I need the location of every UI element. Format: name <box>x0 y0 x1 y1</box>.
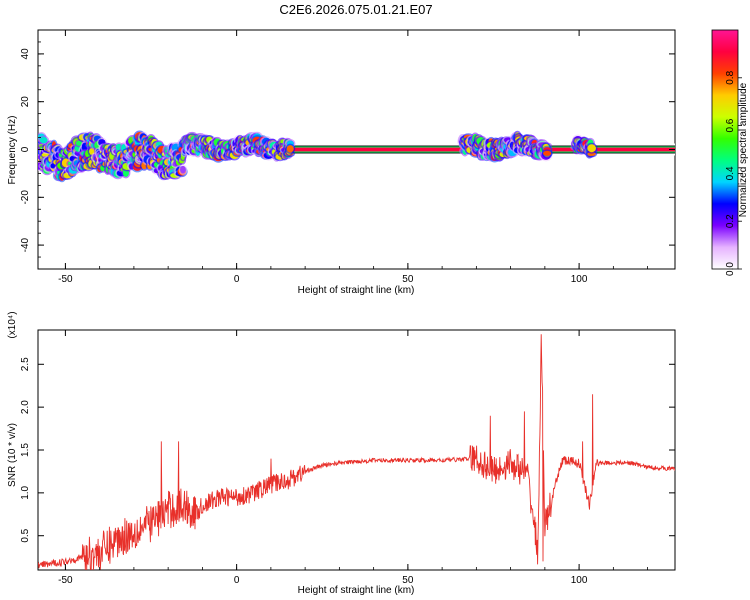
colorbar-ticks: 0.0 0.2 0.4 0.6 0.8 <box>725 70 742 276</box>
colorbar-tick-label: 0.0 <box>725 262 736 276</box>
y-tick-label: 2.5 <box>20 357 31 371</box>
spectral-blob <box>543 150 552 156</box>
x-tick-label: 50 <box>402 274 414 285</box>
y-tick-label: 20 <box>20 96 31 108</box>
snr-axes: -50 0 50 100 0.5 1.0 1.5 2.0 2.5 <box>20 330 675 586</box>
spectral-blob <box>286 145 294 153</box>
x-tick-label: 100 <box>571 274 588 285</box>
snr-line <box>38 334 675 570</box>
snr-x-axis-label: Height of straight line (km) <box>298 585 415 596</box>
x-tick-label: 0 <box>234 274 240 285</box>
colorbar-label: Normalized spectral amplitude <box>738 82 749 217</box>
colorbar-bar <box>711 29 739 270</box>
x-tick-label: 50 <box>402 575 414 586</box>
y-tick-label: 0 <box>20 146 31 152</box>
snr-y-scale-label: (x10⁴) <box>7 311 18 338</box>
snr-frame <box>37 329 676 571</box>
y-tick-label: 0.5 <box>20 528 31 542</box>
x-tick-label: 0 <box>234 575 240 586</box>
snr-panel: -50 0 50 100 0.5 1.0 1.5 2.0 2.5 Height of strai… <box>7 311 676 596</box>
spectrogram-y-axis-label: Frequency (Hz) <box>7 116 18 185</box>
colorbar-tick-label: 0.2 <box>725 214 736 228</box>
y-tick-label: 1.0 <box>20 485 31 499</box>
y-tick-label: -20 <box>20 190 31 205</box>
spectrogram-heatmap <box>38 130 675 183</box>
spectrogram-x-axis-label: Height of straight line (km) <box>298 285 415 296</box>
figure-title: C2E6.2026.075.01.21.E07 <box>279 2 432 17</box>
colorbar-tick-label: 0.6 <box>725 118 736 132</box>
x-tick-label: 100 <box>571 575 588 586</box>
spectrogram-panel: -50 0 50 100 -40 -20 0 20 40 Height of straight … <box>7 29 676 296</box>
snr-y-axis-label: SNR (10 * v/v) <box>7 423 18 487</box>
spectral-blob <box>39 137 48 144</box>
y-tick-label: 1.5 <box>20 443 31 457</box>
spectrogram-axes: -50 0 50 100 -40 -20 0 20 40 <box>20 30 675 285</box>
spectral-blob <box>76 140 83 146</box>
colorbar-tick-label: 0.8 <box>725 70 736 84</box>
y-tick-label: 40 <box>20 48 31 60</box>
snr-line-series <box>38 334 675 570</box>
y-tick-label: -40 <box>20 237 31 252</box>
colorbar-tick-label: 0.4 <box>725 166 736 180</box>
spectral-blob <box>180 165 186 174</box>
colorbar: 0.0 0.2 0.4 0.6 0.8 Normalized spectral ampl… <box>711 29 749 276</box>
spectral-blob <box>587 144 596 153</box>
y-tick-label: 2.0 <box>20 400 31 414</box>
x-tick-label: -50 <box>58 575 73 586</box>
x-tick-label: -50 <box>58 274 73 285</box>
